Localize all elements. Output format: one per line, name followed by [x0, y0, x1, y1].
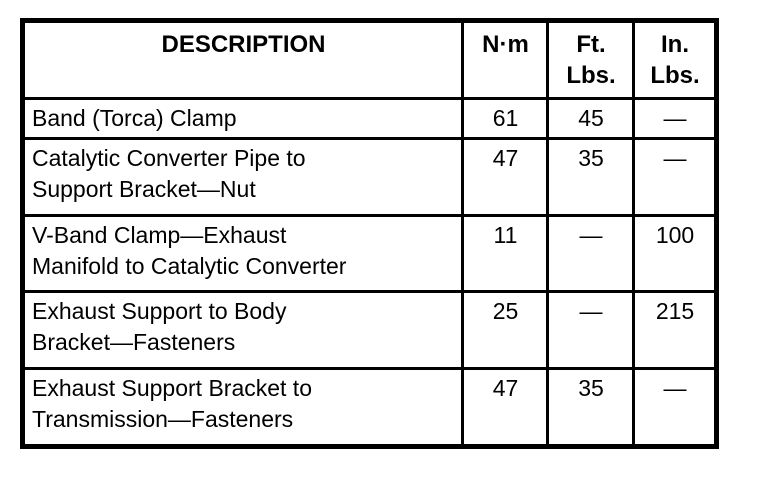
- row-in-lbs-value: 100: [632, 214, 718, 293]
- table-row: Catalytic Converter Pipe to Support Brac…: [21, 137, 718, 217]
- row-description: V-Band Clamp—Exhaust Manifold to Catalyt…: [21, 214, 464, 293]
- row-in-lbs-value: —: [632, 367, 718, 448]
- header-in-lbs: In. Lbs.: [632, 19, 718, 100]
- row-nm-value: 11: [461, 214, 549, 293]
- row-ft-lbs-value: 45: [546, 97, 635, 140]
- row-nm-value: 61: [461, 97, 549, 140]
- row-ft-lbs-value: —: [546, 214, 635, 293]
- table-row: Exhaust Support to Body Bracket—Fastener…: [21, 290, 718, 370]
- row-ft-lbs-value: —: [546, 290, 635, 370]
- table-row: V-Band Clamp—Exhaust Manifold to Catalyt…: [21, 214, 718, 293]
- header-description: DESCRIPTION: [21, 19, 464, 100]
- row-description: Catalytic Converter Pipe to Support Brac…: [21, 137, 464, 217]
- row-nm-value: 25: [461, 290, 549, 370]
- torque-spec-table: DESCRIPTION N·m Ft. Lbs. In. Lbs. Band (…: [20, 18, 719, 449]
- row-in-lbs-value: —: [632, 97, 718, 140]
- table-row: Band (Torca) Clamp 61 45 —: [21, 97, 718, 140]
- table-header-row: DESCRIPTION N·m Ft. Lbs. In. Lbs.: [21, 19, 718, 100]
- row-nm-value: 47: [461, 137, 549, 217]
- header-nm: N·m: [461, 19, 549, 100]
- row-nm-value: 47: [461, 367, 549, 448]
- row-ft-lbs-value: 35: [546, 137, 635, 217]
- row-in-lbs-value: —: [632, 137, 718, 217]
- header-ft-lbs: Ft. Lbs.: [546, 19, 635, 100]
- row-ft-lbs-value: 35: [546, 367, 635, 448]
- row-in-lbs-value: 215: [632, 290, 718, 370]
- table-row: Exhaust Support Bracket to Transmission—…: [21, 367, 718, 448]
- row-description: Exhaust Support Bracket to Transmission—…: [21, 367, 464, 448]
- row-description: Band (Torca) Clamp: [21, 97, 464, 140]
- row-description: Exhaust Support to Body Bracket—Fastener…: [21, 290, 464, 370]
